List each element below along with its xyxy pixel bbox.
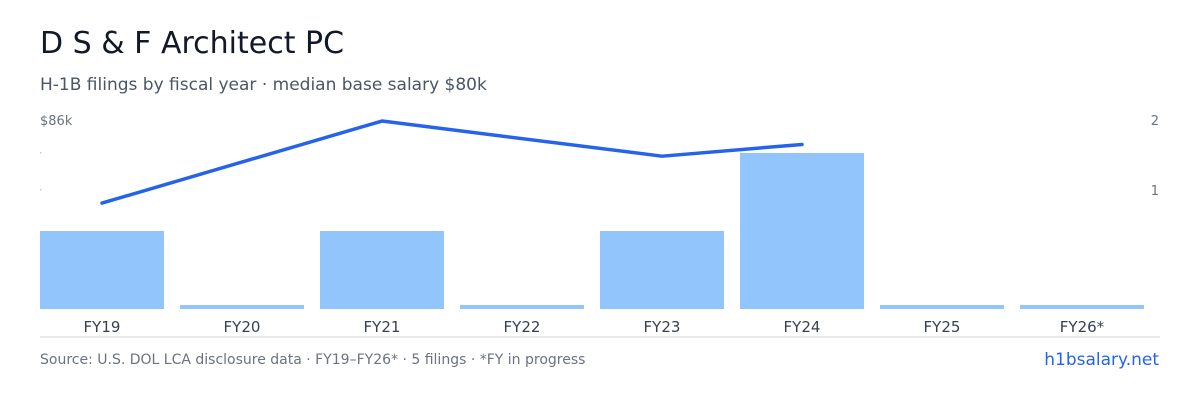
x-tick-label: FY21 (364, 318, 401, 336)
left-axis-ticks: $86k (40, 114, 73, 191)
bar-fy21 (320, 231, 444, 309)
x-tick-label: FY19 (84, 318, 121, 336)
left-tick-label: $86k (40, 114, 73, 129)
x-tick-label: FY20 (224, 318, 261, 336)
left-tick-mark (40, 152, 42, 154)
x-tick-label: FY24 (784, 318, 821, 336)
bar-series (40, 153, 1144, 309)
right-axis-ticks: 12 (1151, 114, 1159, 199)
right-tick-label: 2 (1151, 114, 1159, 129)
footer-source: Source: U.S. DOL LCA disclosure data · F… (40, 352, 586, 368)
bar-fy25 (880, 305, 1004, 309)
bar-fy20 (180, 305, 304, 309)
page-title: D S & F Architect PC (40, 26, 345, 61)
x-tick-label: FY23 (644, 318, 681, 336)
salary-line-series (100, 119, 804, 205)
salary-line (100, 119, 804, 205)
bar-fy22 (460, 305, 584, 309)
left-tick-mark (40, 189, 42, 191)
bar-fy23 (600, 231, 724, 309)
bar-fy19 (40, 231, 164, 309)
bar-fy24 (740, 153, 864, 309)
x-tick-label: FY25 (924, 318, 961, 336)
x-tick-label: FY26* (1060, 318, 1105, 336)
bar-fy26-partial (1020, 305, 1144, 309)
chart-subtitle: H-1B filings by fiscal year · median bas… (40, 75, 487, 95)
x-axis-labels: FY19 FY20 FY21 FY22 FY23 FY24 FY25 FY26* (84, 318, 1105, 336)
x-tick-label: FY22 (504, 318, 541, 336)
brand-link[interactable]: h1bsalary.net (1044, 350, 1159, 370)
right-tick-label: 1 (1151, 184, 1159, 199)
